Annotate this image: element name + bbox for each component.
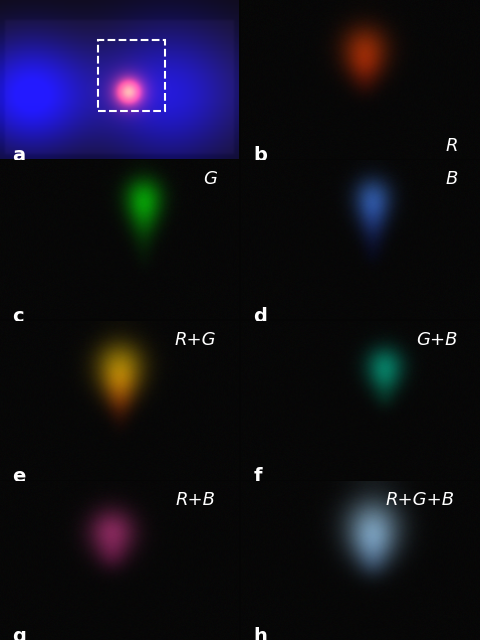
- Text: G: G: [203, 170, 217, 188]
- Text: R+G+B: R+G+B: [386, 492, 455, 509]
- Text: a: a: [12, 146, 25, 165]
- Bar: [98, 40, 165, 111]
- Text: B: B: [445, 170, 457, 188]
- Text: d: d: [253, 307, 267, 326]
- Text: G+B: G+B: [416, 331, 458, 349]
- Text: e: e: [12, 467, 25, 486]
- Text: g: g: [12, 627, 26, 640]
- Text: h: h: [253, 627, 267, 640]
- Text: f: f: [253, 467, 262, 486]
- Text: R: R: [445, 137, 457, 155]
- Text: b: b: [253, 146, 267, 165]
- Text: R+G: R+G: [175, 331, 216, 349]
- Text: R+B: R+B: [176, 492, 216, 509]
- Text: c: c: [12, 307, 24, 326]
